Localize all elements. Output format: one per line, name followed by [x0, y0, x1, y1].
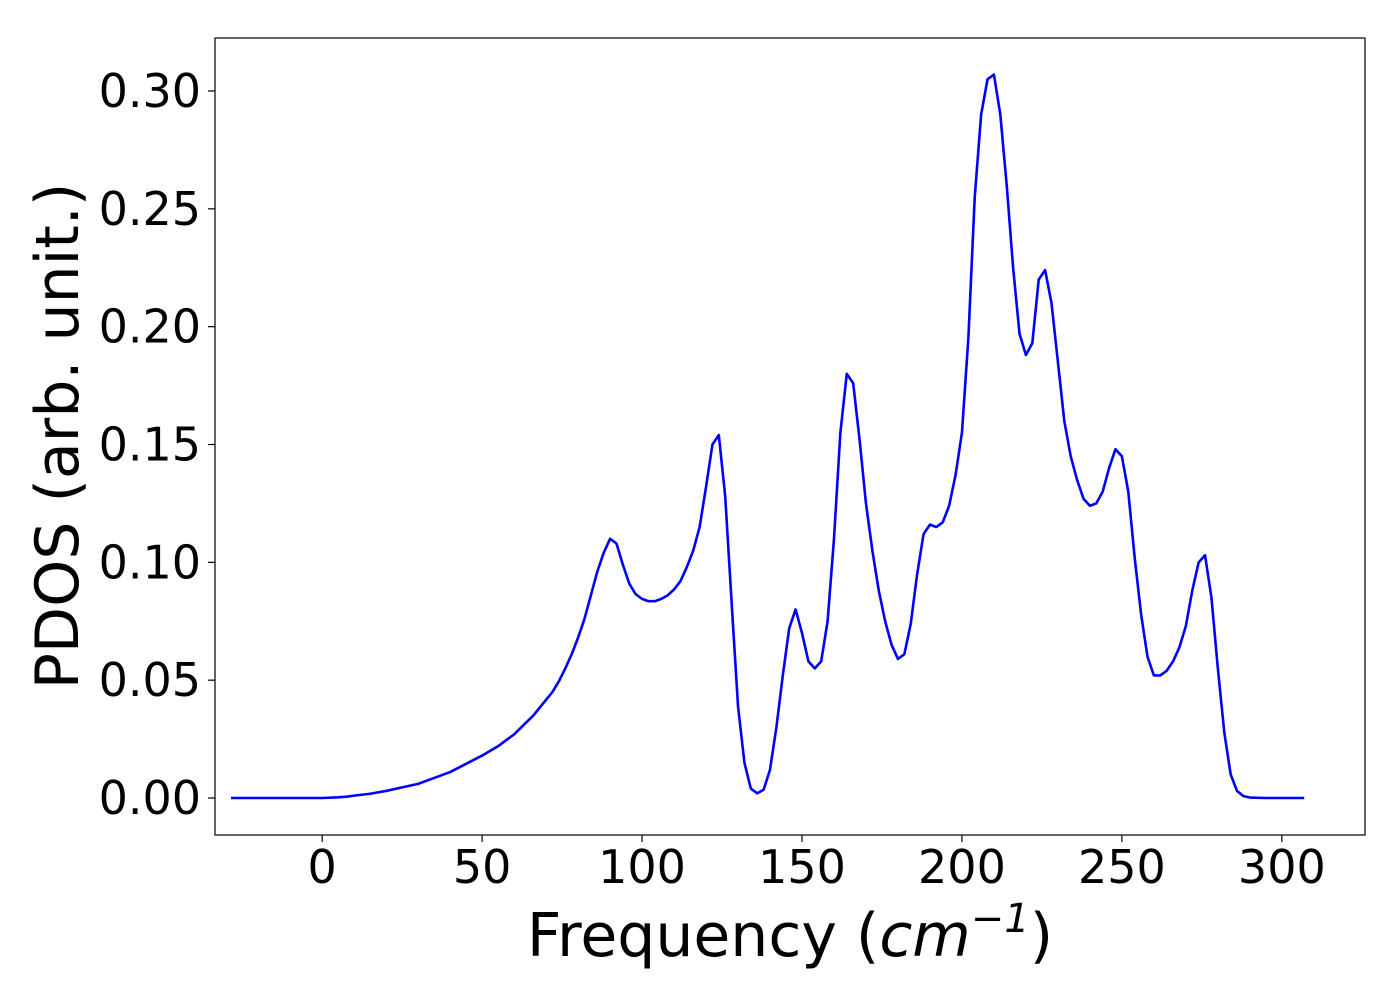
y-tick-label: 0.00	[99, 771, 201, 825]
x-tick-label: 200	[918, 840, 1006, 894]
y-axis-title: PDOS (arb. unit.)	[23, 183, 93, 690]
x-tick-label: 50	[453, 840, 512, 894]
plot-area	[230, 73, 1305, 800]
y-tick-label: 0.25	[99, 182, 201, 236]
x-axis-title-suffix: )	[1030, 901, 1053, 971]
x-axis-title-prefix: Frequency (	[527, 901, 879, 971]
x-tick-label: 300	[1238, 840, 1326, 894]
series-line-0	[230, 73, 1305, 800]
x-axis-title: Frequency (cm−1)	[527, 896, 1053, 971]
y-tick-label: 0.05	[99, 653, 201, 707]
y-tick-label: 0.15	[99, 418, 201, 472]
y-tick-label: 0.10	[99, 535, 201, 589]
axis-labels: Frequency (cm−1) PDOS (arb. unit.)	[23, 183, 1053, 971]
x-tick-label: 150	[758, 840, 846, 894]
x-tick-label: 0	[308, 840, 337, 894]
x-tick-label: 250	[1078, 840, 1166, 894]
y-tick-label: 0.20	[99, 300, 201, 354]
x-axis-title-unit: cm	[879, 901, 970, 971]
axes: 0 50 100 150 200 250 300 0.00 0.05 0.10 0.15 0.20 0.…	[99, 37, 1366, 894]
x-axis-title-exponent: −1	[971, 896, 1030, 942]
plot-frame	[214, 37, 1366, 836]
x-tick-label: 100	[598, 840, 686, 894]
y-tick-label: 0.30	[99, 64, 201, 118]
